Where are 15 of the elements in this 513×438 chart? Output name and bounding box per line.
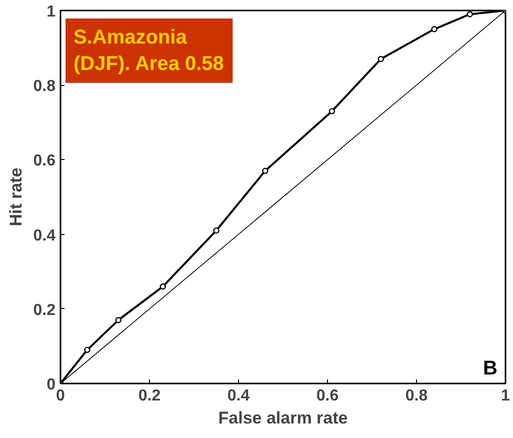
y-tick-label: 0.4 — [33, 227, 56, 244]
y-tick-label: 0.2 — [33, 302, 56, 319]
y-tick-label: 0.8 — [33, 78, 56, 96]
annotation: B — [483, 358, 498, 380]
x-tick-label: 0.6 — [316, 388, 339, 404]
x-tick-label: 0.8 — [405, 388, 428, 404]
x-tick-label: 0.2 — [138, 388, 161, 404]
annotation: S.Amazonia (DJF). Area 0.58 — [74, 26, 224, 75]
y-axis-title: Hit rate — [6, 168, 26, 226]
y-tick-label: 0.6 — [33, 152, 56, 170]
y-tick-label: 0 — [46, 376, 56, 394]
x-tick-label: 0.4 — [227, 388, 250, 404]
y-tick-label: 1 — [46, 4, 56, 20]
x-axis-title: False alarm rate — [218, 408, 348, 428]
x-tick-label: 1 — [501, 388, 510, 404]
